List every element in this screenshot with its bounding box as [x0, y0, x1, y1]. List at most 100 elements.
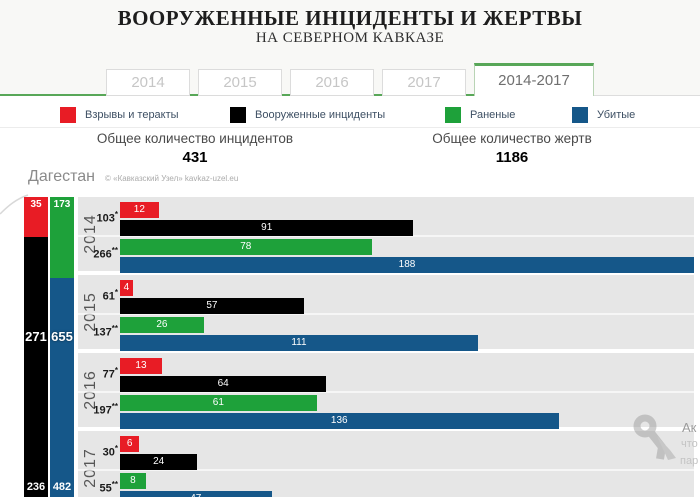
total-incidents-label: Общее количество инцидентов: [96, 131, 294, 146]
bar-value-label: 61: [212, 397, 224, 408]
bar-value-label: 91: [261, 222, 273, 233]
bar-value-label: 24: [153, 456, 165, 467]
legend-label: Раненые: [470, 109, 516, 121]
total-incidents-stat: Общее количество инцидентов 431: [45, 131, 345, 166]
summary-column-victims: 173 655 482: [50, 197, 74, 497]
summary-top-value: 173: [53, 199, 71, 210]
region-row: Дагестан © «Кавказский Узел» kavkaz-uzel…: [28, 168, 238, 186]
bar-2015-series-1: 57: [120, 298, 304, 314]
legend-label: Убитые: [597, 109, 636, 121]
bar-value-label: 188: [398, 259, 416, 270]
bar-2014-series-3: 188: [120, 257, 694, 273]
legend-item-2: Раненые: [445, 107, 515, 123]
subrow-separator: [78, 235, 694, 237]
year-victims-count: 137**: [93, 324, 118, 339]
year-tabs: 2014 2015 2016 2017 2014-2017: [106, 62, 594, 96]
bars-track: 13 64 61 136: [120, 353, 694, 429]
legend-item-3: Убитые: [572, 107, 635, 123]
summary-rest-segment: [50, 278, 74, 497]
bar-2017-series-3: 47: [120, 491, 272, 497]
tab-2014-2017[interactable]: 2014-2017: [474, 63, 594, 96]
summary-columns: 35 271 236 173 655 482: [24, 197, 74, 497]
bar-value-label: 47: [120, 491, 272, 497]
year-incidents-count: 103*: [96, 210, 118, 225]
year-victims-count: 266**: [93, 246, 118, 261]
legend-swatch-icon: [230, 107, 246, 123]
bar-value-label: 57: [206, 300, 218, 311]
bar-2017-series-0: 6: [120, 436, 140, 452]
bar-2016-series-3: 136: [120, 413, 559, 429]
legend-divider: [0, 127, 700, 128]
summary-total-value: 655: [51, 329, 73, 344]
legend-label: Взрывы и теракты: [85, 109, 179, 121]
legend-item-1: Вооруженные инциденты: [230, 107, 385, 123]
legend-swatch-icon: [445, 107, 461, 123]
year-section-2016: 2016 77* 197** 13 64 61 136: [78, 353, 694, 429]
bars-track: 6 24 8 47: [120, 431, 694, 497]
page-title: ВООРУЖЕННЫЕ ИНЦИДЕНТЫ И ЖЕРТВЫ: [117, 6, 583, 30]
watermark-text-2: что: [681, 438, 698, 450]
page-subtitle: НА СЕВЕРНОМ КАВКАЗЕ: [255, 30, 445, 46]
bar-value-label: 64: [217, 378, 229, 389]
bar-2016-series-2: 61: [120, 395, 317, 411]
summary-column-incidents: 35 271 236: [24, 197, 48, 497]
subrow-separator: [78, 391, 694, 393]
summary-top-segment: 35: [24, 197, 48, 237]
bar-2015-series-2: 26: [120, 317, 204, 333]
legend-label: Вооруженные инциденты: [255, 109, 386, 121]
bar-2014-series-0: 12: [120, 202, 159, 218]
bar-value-label: 111: [291, 337, 307, 348]
year-section-2014: 2014 103* 266** 12 91 78 188: [78, 197, 694, 273]
summary-rest-segment: [24, 237, 48, 497]
bar-2017-series-2: 8: [120, 473, 146, 489]
bars-track: 4 57 26 111: [120, 275, 694, 351]
bar-value-label: 136: [330, 415, 348, 426]
year-victims-count: 197**: [93, 402, 118, 417]
region-name: Дагестан: [28, 168, 95, 185]
subrow-separator: [78, 469, 694, 471]
subrow-separator: [78, 313, 694, 315]
tab-2016[interactable]: 2016: [290, 69, 374, 96]
legend: Взрывы и теракты Вооруженные инциденты Ран…: [0, 107, 700, 125]
bar-value-label: 26: [156, 319, 168, 330]
tab-2015[interactable]: 2015: [198, 69, 282, 96]
bar-value-label: 4: [123, 282, 130, 293]
watermark-text-1: Ак: [682, 420, 697, 435]
total-victims-stat: Общее количество жертв 1186: [362, 131, 662, 166]
bar-value-label: 6: [126, 438, 133, 449]
total-incidents-value: 431: [182, 149, 208, 166]
bar-value-label: 8: [130, 475, 136, 486]
map-outline-icon: [0, 194, 29, 215]
watermark-text-3: пар: [680, 455, 699, 467]
summary-total-value: 271: [25, 329, 47, 344]
bar-2016-series-1: 64: [120, 376, 327, 392]
bar-value-label: 12: [133, 204, 145, 215]
bar-2014-series-1: 91: [120, 220, 414, 236]
legend-swatch-icon: [572, 107, 588, 123]
year-section-2015: 2015 61* 137** 4 57 26 111: [78, 275, 694, 351]
summary-top-value: 35: [30, 199, 42, 210]
legend-item-0: Взрывы и теракты: [60, 107, 179, 123]
total-victims-label: Общее количество жертв: [432, 131, 592, 146]
summary-top-segment: 173: [50, 197, 74, 278]
attribution: © «Кавказский Узел» kavkaz-uzel.eu: [105, 174, 239, 183]
tab-2014[interactable]: 2014: [106, 69, 190, 96]
chart-area: 2014 103* 266** 12 91 78 188 2015 61* 137** 4 57 26 1…: [78, 197, 694, 497]
total-victims-value: 1186: [495, 149, 529, 166]
bars-track: 12 91 78 188: [120, 197, 694, 273]
tabs-underline-gray: [594, 95, 700, 96]
bar-value-label: 78: [240, 241, 252, 252]
tab-2017[interactable]: 2017: [382, 69, 466, 96]
summary-rest-value: 482: [52, 481, 72, 493]
bar-2015-series-3: 111: [120, 335, 478, 351]
bar-2014-series-2: 78: [120, 239, 372, 255]
key-icon: [633, 414, 676, 460]
bar-2016-series-0: 13: [120, 358, 162, 374]
bar-2015-series-0: 4: [120, 280, 133, 296]
year-incidents-count: 77*: [102, 366, 118, 381]
summary-rest-value: 236: [26, 481, 46, 493]
bar-2017-series-1: 24: [120, 454, 198, 470]
year-victims-count: 55**: [99, 480, 118, 495]
